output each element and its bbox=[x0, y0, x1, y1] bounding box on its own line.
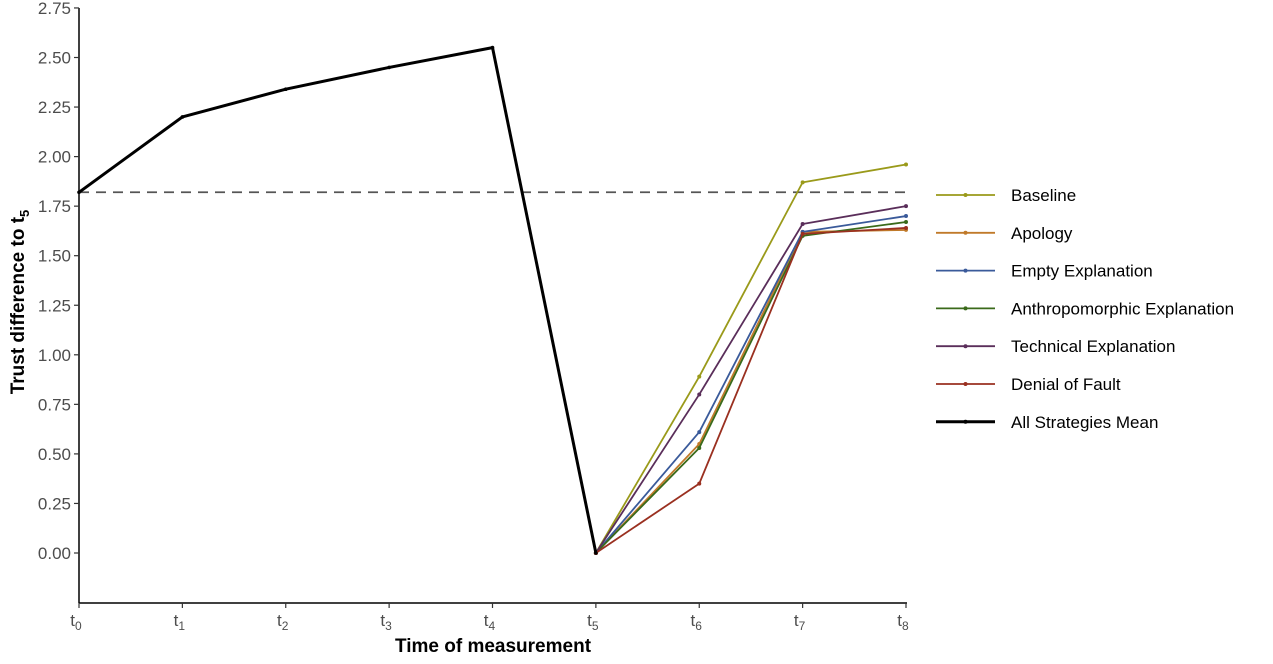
data-point-empty-explanation bbox=[904, 214, 908, 219]
series-line-anthropomorphic-explanation bbox=[595, 221, 907, 554]
series-line-all-strategies-mean bbox=[78, 46, 598, 554]
data-point-baseline bbox=[800, 180, 805, 185]
y-tick-label: 0.50 bbox=[38, 445, 71, 464]
data-point-empty-explanation bbox=[697, 430, 702, 435]
y-axis-title-sub: 5 bbox=[17, 210, 32, 217]
legend-key-point bbox=[963, 382, 968, 386]
legend: Baseline Apology Empty Explanation Anthropo… bbox=[936, 186, 1234, 432]
y-tick-label: 1.50 bbox=[38, 247, 71, 266]
data-point-all-strategies-mean bbox=[180, 115, 185, 119]
y-axis-title: Trust difference to t5 bbox=[8, 210, 32, 395]
legend-label-empty-explanation: Empty Explanation bbox=[1011, 262, 1153, 281]
x-tick-label: t1 bbox=[174, 611, 186, 633]
data-point-all-strategies-mean bbox=[387, 65, 391, 70]
x-tick-label: t5 bbox=[587, 611, 599, 633]
x-tick-label: t8 bbox=[897, 611, 909, 633]
data-point-technical-explanation bbox=[697, 392, 702, 397]
legend-key-point bbox=[963, 230, 968, 235]
x-tick-label: t7 bbox=[794, 611, 806, 633]
x-tick-label: t4 bbox=[484, 611, 496, 633]
series-line-technical-explanation bbox=[595, 205, 907, 554]
y-axis-title-main: Trust difference to t bbox=[8, 216, 29, 394]
series-line-baseline bbox=[595, 163, 907, 554]
y-tick-label: 1.25 bbox=[38, 296, 71, 315]
y-tick-label: 2.00 bbox=[38, 148, 71, 167]
legend-label-anthropomorphic-explanation: Anthropomorphic Explanation bbox=[1011, 299, 1234, 318]
data-point-all-strategies-mean bbox=[594, 551, 598, 555]
legend-label-technical-explanation: Technical Explanation bbox=[1011, 337, 1175, 356]
legend-key-point bbox=[963, 193, 968, 197]
legend-key-point bbox=[963, 268, 968, 273]
x-tick-label: t0 bbox=[70, 611, 82, 633]
data-point-all-strategies-mean bbox=[283, 87, 288, 92]
y-tick-label: 1.00 bbox=[38, 346, 71, 365]
y-tick-label: 0.25 bbox=[38, 494, 71, 513]
legend-label-baseline: Baseline bbox=[1011, 186, 1076, 205]
data-point-anthropomorphic-explanation bbox=[697, 445, 702, 450]
y-tick-label: 2.25 bbox=[38, 98, 71, 117]
series-line-empty-explanation bbox=[595, 215, 907, 554]
y-tick-label: 0.00 bbox=[38, 544, 71, 563]
legend-key-point bbox=[963, 419, 968, 424]
data-point-denial-of-fault bbox=[697, 481, 702, 486]
data-point-anthropomorphic-explanation bbox=[904, 220, 908, 225]
legend-label-all-strategies-mean: All Strategies Mean bbox=[1011, 413, 1158, 432]
legend-label-apology: Apology bbox=[1011, 224, 1073, 243]
data-point-technical-explanation bbox=[800, 221, 805, 226]
data-point-baseline bbox=[904, 162, 908, 167]
y-tick-label: 2.75 bbox=[38, 0, 71, 18]
y-tick-label: 1.75 bbox=[38, 197, 71, 216]
x-tick-label: t6 bbox=[691, 611, 703, 633]
data-point-technical-explanation bbox=[904, 204, 908, 209]
y-tick-label: 0.75 bbox=[38, 395, 71, 414]
data-point-denial-of-fault bbox=[904, 225, 908, 230]
y-tick-label: 2.50 bbox=[38, 49, 71, 68]
legend-key-point bbox=[963, 344, 968, 349]
x-tick-label: t2 bbox=[277, 611, 289, 633]
legend-key-point bbox=[963, 306, 968, 311]
data-point-baseline bbox=[697, 374, 702, 379]
data-point-denial-of-fault bbox=[800, 231, 805, 236]
legend-label-denial-of-fault: Denial of Fault bbox=[1011, 375, 1121, 394]
x-axis-title: Time of measurement bbox=[395, 636, 592, 657]
data-point-all-strategies-mean bbox=[490, 45, 495, 50]
series-line-denial-of-fault bbox=[595, 227, 907, 554]
x-tick-label: t3 bbox=[380, 611, 392, 633]
